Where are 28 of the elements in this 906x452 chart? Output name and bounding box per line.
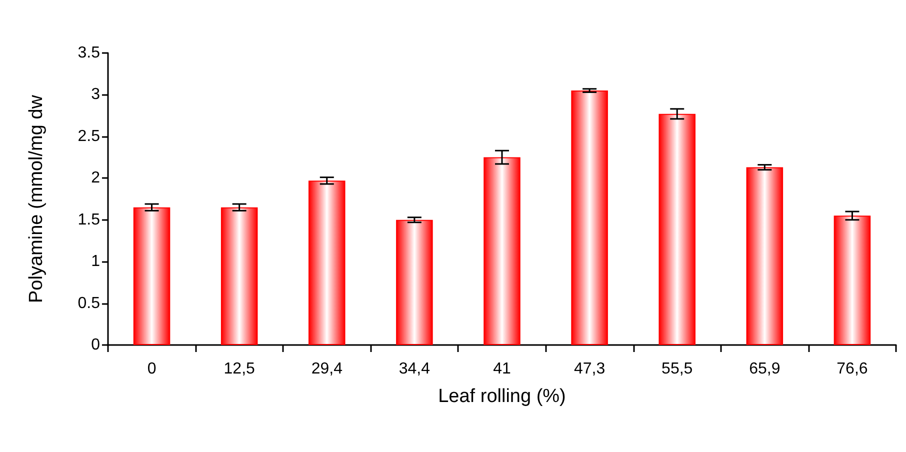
x-tick-label: 12,5 xyxy=(224,360,256,378)
y-tick-label: 3.5 xyxy=(78,44,100,62)
x-tick-label: 34,4 xyxy=(398,360,430,378)
x-tick-label: 65,9 xyxy=(749,360,780,378)
bar xyxy=(658,114,696,345)
x-axis-title: Leaf rolling (%) xyxy=(438,386,566,407)
bar xyxy=(308,180,346,345)
x-tick-label: 47,3 xyxy=(574,360,606,378)
y-tick-label: 2.5 xyxy=(78,128,100,145)
y-tick-label: 2 xyxy=(91,170,100,187)
y-tick-label: 0 xyxy=(91,336,100,354)
bar xyxy=(746,167,784,345)
y-tick-label: 0.5 xyxy=(78,294,100,312)
y-axis-title: Polyamine (mmol/mg dw xyxy=(26,94,47,303)
x-tick-label: 76,6 xyxy=(836,360,868,378)
x-tick-label: 55,5 xyxy=(662,360,693,378)
x-tick-label: 41 xyxy=(493,360,511,378)
bar xyxy=(396,220,433,345)
y-tick-label: 1.5 xyxy=(78,211,100,228)
bar xyxy=(571,90,608,345)
y-tick-label: 3 xyxy=(91,86,100,104)
x-tick-label: 29,4 xyxy=(311,360,343,378)
bar xyxy=(133,207,170,345)
y-tick-label: 1 xyxy=(91,253,100,270)
bar xyxy=(220,207,258,345)
x-tick-label: 0 xyxy=(147,360,156,378)
bar xyxy=(484,157,520,345)
bar xyxy=(834,216,871,345)
